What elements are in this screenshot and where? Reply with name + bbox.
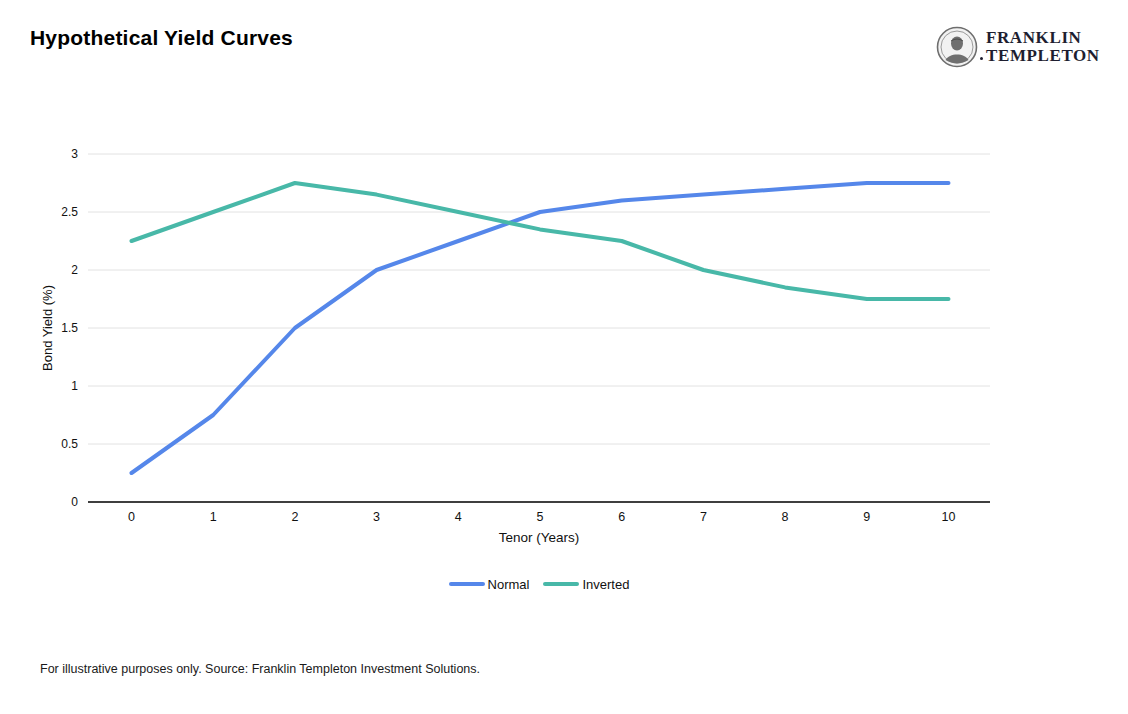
y-tick-label: 1.5 xyxy=(61,321,78,335)
legend-label-normal: Normal xyxy=(488,577,530,592)
y-tick-label: 0 xyxy=(71,495,78,509)
x-tick-label: 2 xyxy=(291,510,298,524)
x-tick-label: 4 xyxy=(455,510,462,524)
normal-line-swatch xyxy=(449,582,485,586)
chart-legend: Normal Inverted xyxy=(88,575,990,593)
x-tick-label: 5 xyxy=(537,510,544,524)
series-line-inverted xyxy=(132,183,949,299)
x-tick-label: 1 xyxy=(210,510,217,524)
x-tick-label: 0 xyxy=(128,510,135,524)
x-axis-title: Tenor (Years) xyxy=(88,530,990,545)
chart-plot-area: 0 0.5 1 1.5 2 2.5 3 0 1 2 3 4 5 6 7 8 9 10 xyxy=(0,0,1128,714)
yield-curve-chart: 0 0.5 1 1.5 2 2.5 3 0 1 2 3 4 5 6 7 8 9 10 Bond Yield (%)… xyxy=(0,0,1128,714)
legend-item-normal: Normal xyxy=(449,577,530,592)
y-tick-label: 2.5 xyxy=(61,205,78,219)
page: Hypothetical Yield Curves FRANKLIN TEMPL… xyxy=(0,0,1128,714)
y-tick-label: 0.5 xyxy=(61,437,78,451)
x-tick-label: 9 xyxy=(863,510,870,524)
x-tick-label: 10 xyxy=(942,510,956,524)
legend-item-inverted: Inverted xyxy=(543,577,629,592)
x-tick-label: 3 xyxy=(373,510,380,524)
x-tick-label: 7 xyxy=(700,510,707,524)
y-axis-title: Bond Yield (%) xyxy=(40,285,55,371)
legend-label-inverted: Inverted xyxy=(582,577,629,592)
x-tick-label: 8 xyxy=(782,510,789,524)
y-tick-label: 3 xyxy=(71,147,78,161)
y-tick-label: 1 xyxy=(71,379,78,393)
footnote: For illustrative purposes only. Source: … xyxy=(40,662,480,676)
inverted-line-swatch xyxy=(543,582,579,586)
x-tick-label: 6 xyxy=(618,510,625,524)
y-tick-label: 2 xyxy=(71,263,78,277)
